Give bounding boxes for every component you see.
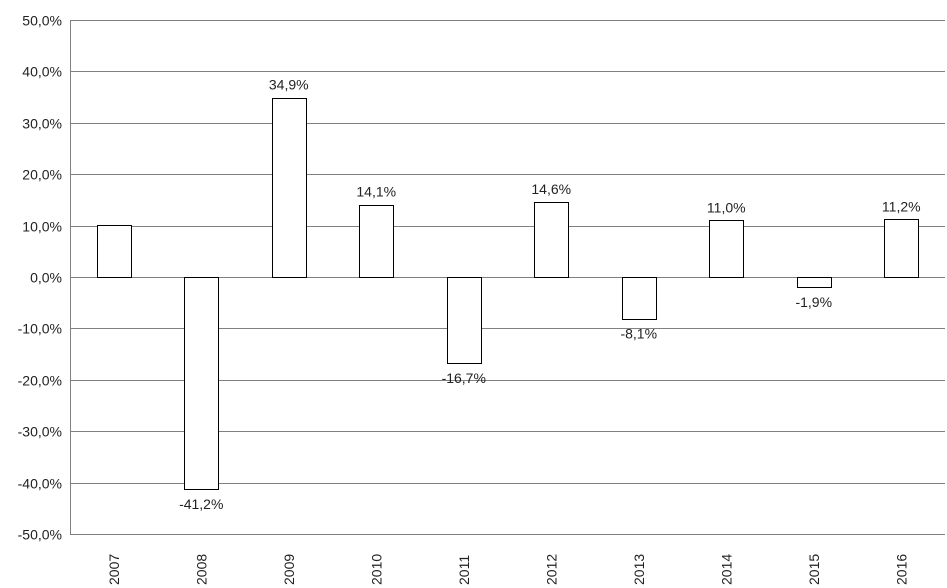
y-tick-label: 40,0% bbox=[22, 64, 62, 80]
bars-layer bbox=[97, 98, 919, 490]
x-tick-label-2016: 2016 bbox=[893, 554, 909, 585]
x-tick-label-2015: 2015 bbox=[806, 554, 822, 585]
bar-2007 bbox=[97, 225, 132, 278]
bar-2014 bbox=[709, 220, 744, 278]
data-labels-layer: -41,2% 34,9% 14,1% -16,7% 14,6% -8,1% 11,0% -1,… bbox=[179, 77, 921, 512]
bar-2015 bbox=[797, 277, 832, 288]
y-tick-label: 30,0% bbox=[22, 116, 62, 132]
data-label-2015: -1,9% bbox=[795, 294, 832, 310]
y-tick-label: -20,0% bbox=[18, 373, 62, 389]
x-tick-label-2012: 2012 bbox=[543, 554, 559, 585]
data-label-2013: -8,1% bbox=[620, 326, 657, 342]
y-tick-label: -40,0% bbox=[18, 476, 62, 492]
data-label-2011: -16,7% bbox=[442, 370, 486, 386]
x-tick-label-2014: 2014 bbox=[718, 554, 734, 585]
bar-2012 bbox=[534, 202, 569, 278]
data-label-2012: 14,6% bbox=[531, 181, 571, 197]
bar-2016 bbox=[884, 219, 919, 278]
data-label-2016: 11,2% bbox=[882, 198, 921, 214]
bar-2010 bbox=[359, 205, 394, 278]
y-tick-label: 0,0% bbox=[30, 270, 62, 286]
x-tick-label-2011: 2011 bbox=[456, 555, 472, 585]
x-tick-label-2010: 2010 bbox=[368, 554, 384, 585]
data-label-2009: 34,9% bbox=[269, 77, 309, 93]
data-label-2014: 11,0% bbox=[707, 199, 746, 215]
data-label-2008: -41,2% bbox=[179, 496, 223, 512]
y-axis-tick-labels: 50,0% 40,0% 30,0% 20,0% 10,0% 0,0% -10,0% -20,0… bbox=[18, 13, 62, 543]
y-tick-label: -10,0% bbox=[18, 321, 62, 337]
x-tick-label-2007: 2007 bbox=[106, 554, 122, 585]
y-tick-label: -50,0% bbox=[18, 527, 62, 543]
y-tick-label: -30,0% bbox=[18, 424, 62, 440]
bar-2009 bbox=[272, 98, 307, 278]
data-label-2010: 14,1% bbox=[356, 184, 396, 200]
x-tick-label-2013: 2013 bbox=[631, 554, 647, 585]
x-tick-label-2009: 2009 bbox=[281, 554, 297, 585]
x-tick-label-2008: 2008 bbox=[193, 554, 209, 585]
y-tick-label: 20,0% bbox=[22, 167, 62, 183]
y-tick-label: 10,0% bbox=[22, 219, 62, 235]
bar-2008 bbox=[184, 277, 219, 490]
bar-2013 bbox=[622, 277, 657, 320]
y-tick-label: 50,0% bbox=[22, 13, 62, 29]
x-axis-tick-labels: 2007 2008 2009 2010 2011 2012 2013 2014 2015 2016 bbox=[106, 554, 910, 585]
bar-2011 bbox=[447, 277, 482, 364]
